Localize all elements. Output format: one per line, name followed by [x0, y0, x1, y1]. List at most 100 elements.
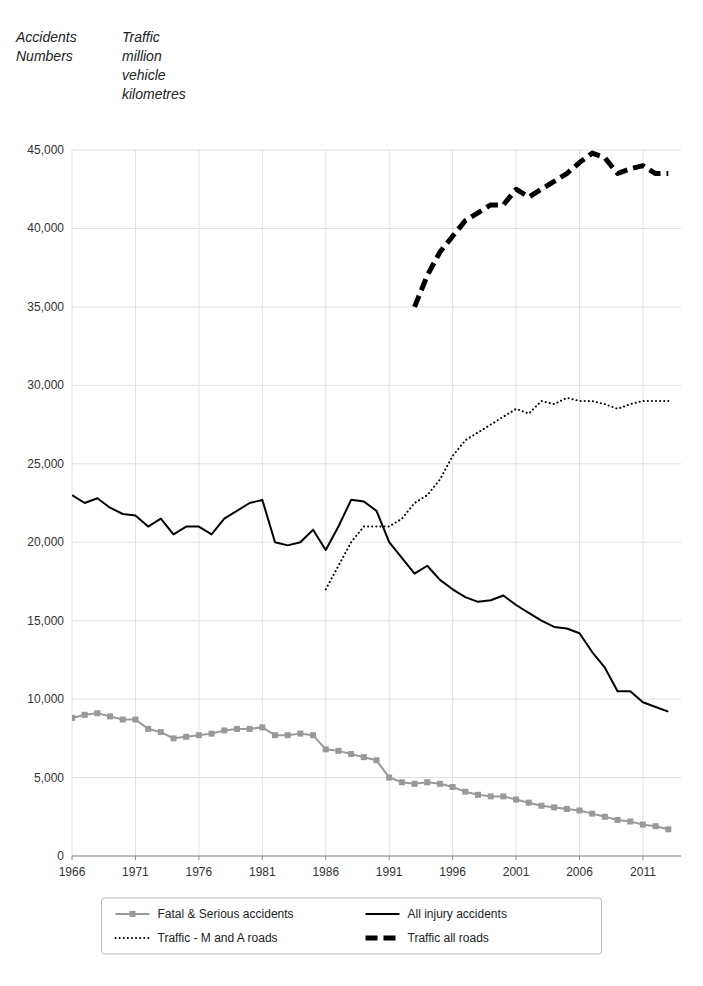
x-tick	[325, 856, 326, 860]
grid	[72, 150, 681, 856]
x-tick	[579, 856, 580, 860]
x-tick-label: 1976	[186, 865, 213, 879]
y-grid-line	[72, 699, 681, 700]
point-marker	[488, 793, 494, 799]
x-tick-label: 1966	[59, 865, 86, 879]
y-tick-label: 5,000	[34, 771, 64, 785]
point-marker	[602, 814, 608, 820]
y-grid-line	[72, 150, 681, 151]
legend: Fatal & Serious accidentsAll injury acci…	[102, 898, 602, 954]
point-marker	[196, 732, 202, 738]
y-tick-label: 20,000	[27, 535, 64, 549]
point-marker	[348, 751, 354, 757]
point-marker	[94, 710, 100, 716]
x-tick	[516, 856, 517, 860]
axis-header: Traffic	[122, 29, 160, 45]
x-tick	[72, 856, 73, 860]
x-grid-line	[198, 150, 199, 856]
point-marker	[424, 779, 430, 785]
x-tick	[389, 856, 390, 860]
y-tick-label: 40,000	[27, 221, 64, 235]
legend-label: Traffic - M and A roads	[158, 931, 278, 945]
axis-header: million	[122, 48, 162, 64]
series	[72, 495, 668, 711]
y-tick-label: 25,000	[27, 457, 64, 471]
y-grid-line	[72, 620, 681, 621]
y-tick-label: 35,000	[27, 300, 64, 314]
x-grid-line	[642, 150, 643, 856]
point-marker	[500, 793, 506, 799]
axis-header: Numbers	[16, 48, 73, 64]
x-tick-label: 1996	[439, 865, 466, 879]
point-marker	[310, 732, 316, 738]
legend-label: Traffic all roads	[408, 931, 489, 945]
legend-swatch	[116, 937, 150, 939]
point-marker	[577, 808, 583, 814]
axis-header: vehicle	[122, 67, 166, 83]
point-marker	[72, 715, 75, 721]
chart: Accidents Numbers Traffic million vehicle kil…	[0, 0, 703, 986]
x-grid-line	[452, 150, 453, 856]
x-tick-label: 2006	[566, 865, 593, 879]
axis-header: Accidents	[15, 29, 77, 45]
point-marker	[209, 731, 215, 737]
series	[326, 398, 669, 589]
point-marker	[132, 717, 138, 723]
point-marker	[589, 811, 595, 817]
y-tick-label: 30,000	[27, 378, 64, 392]
point-marker	[272, 732, 278, 738]
y-tick-label: 45,000	[27, 143, 64, 157]
y-grid-line	[72, 228, 681, 229]
x-tick-label: 2011	[630, 865, 656, 879]
point-marker	[386, 775, 392, 781]
legend-marker	[130, 911, 136, 917]
x-tick-label: 1971	[122, 865, 149, 879]
point-marker	[538, 803, 544, 809]
y-grid-line	[72, 856, 681, 857]
x-tick-label: 2001	[503, 865, 530, 879]
x-tick-label: 1991	[376, 865, 403, 879]
series-line	[72, 495, 668, 711]
point-marker	[171, 735, 177, 741]
point-marker	[551, 804, 557, 810]
x-tick-label: 1981	[249, 865, 276, 879]
point-marker	[335, 748, 341, 754]
axis-header: kilometres	[122, 86, 186, 102]
x-grid-line	[579, 150, 580, 856]
y-tick-label: 15,000	[27, 614, 64, 628]
point-marker	[158, 729, 164, 735]
plot-area	[72, 153, 671, 832]
point-marker	[361, 754, 367, 760]
point-marker	[323, 746, 329, 752]
y-tick-label: 0	[57, 849, 64, 863]
point-marker	[234, 726, 240, 732]
y-grid-line	[72, 385, 681, 386]
point-marker	[615, 817, 621, 823]
point-marker	[513, 797, 519, 803]
x-axis-line	[72, 856, 681, 857]
point-marker	[107, 713, 113, 719]
series	[415, 153, 669, 307]
point-marker	[297, 731, 303, 737]
x-tick	[135, 856, 136, 860]
series-line	[415, 153, 669, 307]
point-marker	[120, 717, 126, 723]
y-tick-label: 10,000	[27, 692, 64, 706]
x-grid-line	[135, 150, 136, 856]
point-marker	[462, 789, 468, 795]
legend-swatch	[366, 936, 400, 941]
point-marker	[437, 781, 443, 787]
point-marker	[374, 757, 380, 763]
legend-label: Fatal & Serious accidents	[158, 907, 294, 921]
point-marker	[259, 724, 265, 730]
y-grid-line	[72, 542, 681, 543]
x-grid-line	[72, 150, 73, 856]
point-marker	[412, 781, 418, 787]
point-marker	[526, 800, 532, 806]
legend-box	[102, 898, 602, 954]
x-tick	[642, 856, 643, 860]
point-marker	[450, 784, 456, 790]
point-marker	[285, 732, 291, 738]
point-marker	[665, 826, 671, 832]
point-marker	[247, 726, 253, 732]
